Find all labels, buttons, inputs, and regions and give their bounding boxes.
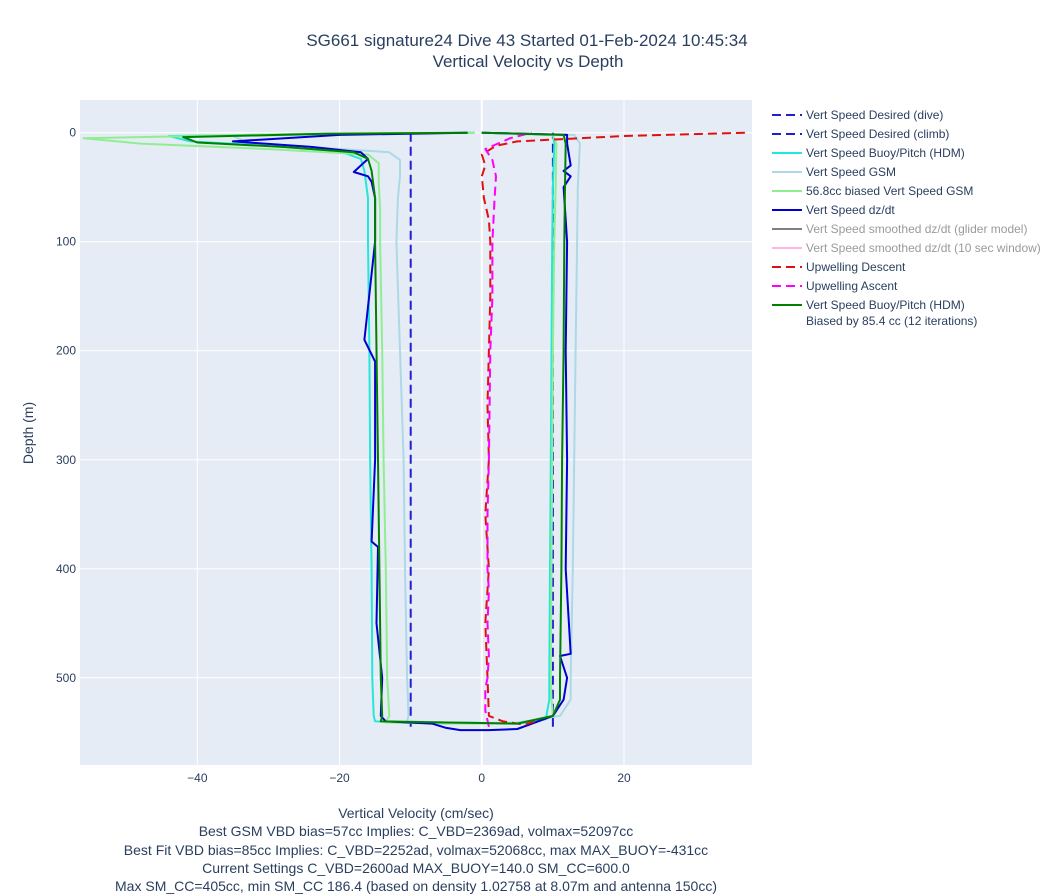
legend-item-6[interactable]: Vert Speed smoothed dz/dt (glider model) xyxy=(772,222,1027,236)
legend-item-5[interactable]: Vert Speed dz/dt xyxy=(772,203,895,217)
legend-item-2[interactable]: Vert Speed Buoy/Pitch (HDM) xyxy=(772,146,965,160)
x-axis-title: Vertical Velocity (cm/sec) xyxy=(338,805,494,821)
y-tick-label: 200 xyxy=(56,344,76,358)
legend-item-9[interactable]: Upwelling Ascent xyxy=(772,279,898,293)
legend-item-4[interactable]: 56.8cc biased Vert Speed GSM xyxy=(772,184,973,198)
legend-label: Vert Speed smoothed dz/dt (10 sec window… xyxy=(806,241,1041,255)
legend-label: Upwelling Descent xyxy=(806,260,906,274)
legend-label: Vert Speed Buoy/Pitch (HDM) xyxy=(806,146,965,160)
legend-item-10[interactable]: Vert Speed Buoy/Pitch (HDM) Biased by 85.… xyxy=(772,298,977,328)
footnote-fit-bias: Best Fit VBD bias=85cc Implies: C_VBD=22… xyxy=(124,842,708,858)
legend-label: Vert Speed Desired (dive) xyxy=(806,108,943,122)
footnote-current-settings: Current Settings C_VBD=2600ad MAX_BUOY=1… xyxy=(202,860,630,876)
series-line-3 xyxy=(231,131,581,724)
trace-group xyxy=(82,131,745,732)
legend-item-7[interactable]: Vert Speed smoothed dz/dt (10 sec window… xyxy=(772,241,1041,255)
legend-label: Upwelling Ascent xyxy=(806,279,898,293)
x-tick-labels: −40 −20 0 20 xyxy=(187,771,631,785)
legend-label: Vert Speed Buoy/Pitch (HDM) xyxy=(806,298,965,312)
y-tick-labels: 0 100 200 300 400 500 xyxy=(56,126,76,685)
chart-title-line-1: SG661 signature24 Dive 43 Started 01-Feb… xyxy=(306,31,747,50)
y-tick-label: 300 xyxy=(56,453,76,467)
series-line-4 xyxy=(82,131,558,725)
y-tick-label: 0 xyxy=(69,126,76,140)
x-tick-label: −40 xyxy=(187,771,208,785)
chart-title: SG661 signature24 Dive 43 Started 01-Feb… xyxy=(306,31,747,71)
legend-item-1[interactable]: Vert Speed Desired (climb) xyxy=(772,127,949,141)
legend-label: Vert Speed Desired (climb) xyxy=(806,127,949,141)
y-tick-label: 500 xyxy=(56,671,76,685)
series-traces xyxy=(82,131,745,732)
y-tick-label: 100 xyxy=(56,235,76,249)
legend-label: 56.8cc biased Vert Speed GSM xyxy=(806,184,973,198)
legend-label: Vert Speed dz/dt xyxy=(806,203,895,217)
legend[interactable]: Vert Speed Desired (dive) Vert Speed Desi… xyxy=(772,108,1041,328)
series-line-9 xyxy=(484,131,532,728)
legend-item-0[interactable]: Vert Speed Desired (dive) xyxy=(772,108,943,122)
x-tick-label: 0 xyxy=(478,771,485,785)
legend-item-8[interactable]: Upwelling Descent xyxy=(772,260,906,274)
x-tick-label: 20 xyxy=(617,771,631,785)
series-line-10 xyxy=(182,131,567,725)
footnote-sm-cc: Max SM_CC=405cc, min SM_CC 186.4 (based … xyxy=(115,878,717,894)
y-axis-title: Depth (m) xyxy=(20,402,36,464)
legend-label: Vert Speed smoothed dz/dt (glider model) xyxy=(806,222,1027,236)
x-tick-label: −20 xyxy=(329,771,350,785)
legend-item-3[interactable]: Vert Speed GSM xyxy=(772,165,896,179)
series-line-5 xyxy=(231,131,572,732)
legend-label: Biased by 85.4 cc (12 iterations) xyxy=(806,314,977,328)
footnote-gsm-bias: Best GSM VBD bias=57cc Implies: C_VBD=23… xyxy=(199,823,634,839)
legend-label: Vert Speed GSM xyxy=(806,165,896,179)
footnotes: Best GSM VBD bias=57cc Implies: C_VBD=23… xyxy=(115,823,717,894)
chart-title-line-2: Vertical Velocity vs Depth xyxy=(433,52,624,71)
series-line-8 xyxy=(480,131,745,726)
plot-area xyxy=(80,100,752,765)
y-tick-label: 400 xyxy=(56,562,76,576)
